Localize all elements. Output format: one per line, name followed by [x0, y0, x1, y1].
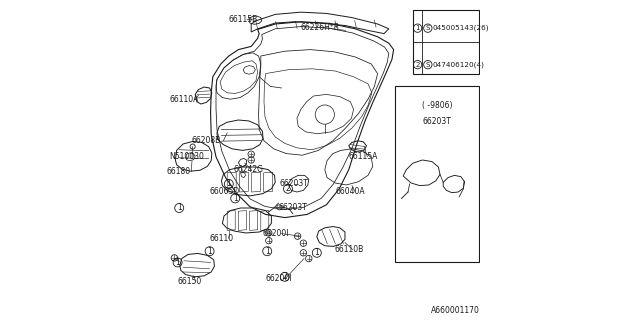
Text: 66040A: 66040A [336, 188, 365, 196]
Text: 66226H*B: 66226H*B [301, 23, 340, 32]
Text: 66200I: 66200I [266, 274, 292, 283]
Text: 66242G: 66242G [234, 165, 264, 174]
Text: 2: 2 [282, 272, 287, 281]
Text: 1: 1 [415, 25, 420, 31]
Text: 1: 1 [227, 180, 231, 188]
Text: 66110: 66110 [210, 234, 234, 243]
Text: ( -9806): ( -9806) [422, 101, 452, 110]
Text: 1: 1 [265, 247, 269, 256]
Text: 2: 2 [285, 184, 291, 193]
Text: 66115B: 66115B [229, 15, 258, 24]
Text: S: S [426, 25, 430, 31]
Text: 66150: 66150 [178, 277, 202, 286]
Text: 2: 2 [415, 62, 420, 68]
Text: 66200I: 66200I [262, 229, 289, 238]
Text: 66208B: 66208B [192, 136, 221, 145]
Text: S: S [426, 62, 430, 68]
Text: 66203T: 66203T [423, 117, 452, 126]
Text: 66203T: 66203T [278, 204, 307, 212]
Text: 1: 1 [314, 248, 319, 257]
Text: N510030: N510030 [170, 152, 204, 161]
Text: 66110A: 66110A [170, 95, 199, 104]
Bar [396, 86, 479, 262]
Text: 1: 1 [207, 247, 212, 256]
Text: 66065D: 66065D [210, 188, 240, 196]
Text: 1: 1 [177, 204, 182, 212]
Text: 66110B: 66110B [334, 245, 364, 254]
Bar [413, 10, 479, 74]
Text: 66180: 66180 [166, 167, 191, 176]
Text: 66115A: 66115A [349, 152, 378, 161]
Text: 1: 1 [175, 258, 180, 267]
Text: 66203T: 66203T [280, 180, 309, 188]
Text: 1: 1 [233, 194, 237, 203]
Text: 045005143(26): 045005143(26) [433, 25, 489, 31]
Text: A660001170: A660001170 [431, 306, 479, 315]
Text: 047406120(4): 047406120(4) [433, 61, 484, 68]
